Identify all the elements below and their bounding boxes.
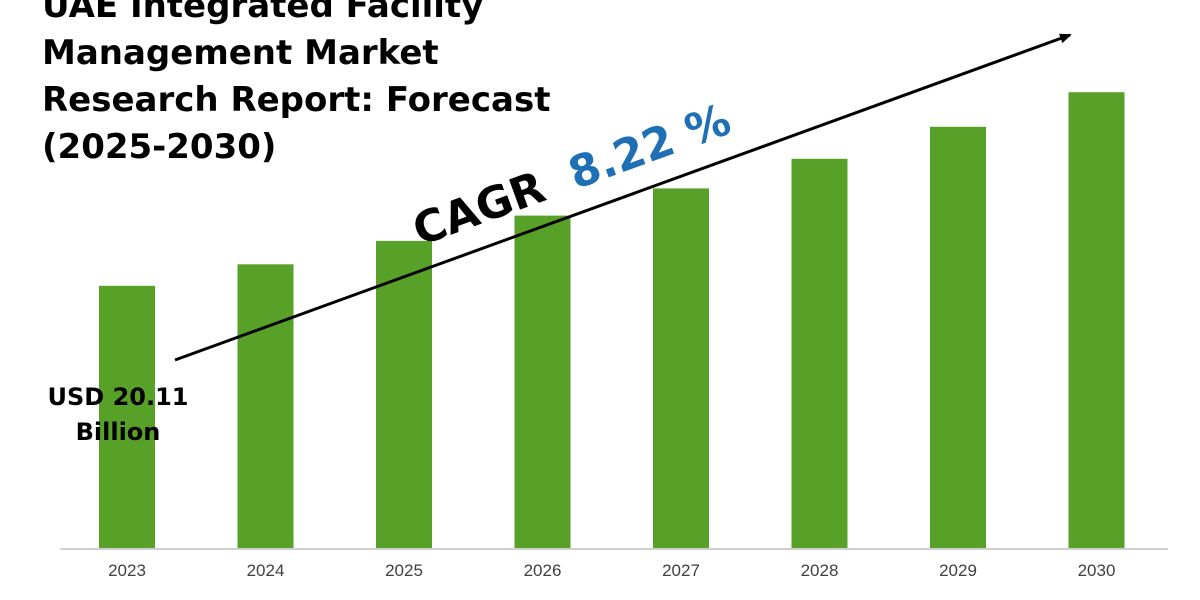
- tick-label-2029: 2029: [939, 561, 977, 580]
- bar-2030: [1068, 92, 1125, 548]
- start-value-label: USD 20.11 Billion: [48, 383, 189, 446]
- bar-2027: [653, 188, 709, 548]
- bar-2023: [99, 285, 155, 548]
- tick-label-2023: 2023: [108, 561, 146, 580]
- start-value-line-2: Billion: [76, 418, 161, 446]
- bar-2024: [237, 264, 294, 548]
- tick-label-2027: 2027: [662, 561, 700, 580]
- bar-2026: [514, 215, 571, 548]
- bar-2028: [791, 158, 848, 549]
- bar-2025: [376, 240, 432, 548]
- title-line-2: Management Market: [42, 33, 439, 73]
- cagr-value: 8.22 %: [562, 94, 737, 199]
- tick-label-2028: 2028: [801, 561, 839, 580]
- bar-series: [99, 92, 1125, 549]
- chart-title: UAE Integrated Facility Management Marke…: [42, 0, 550, 167]
- tick-label-2026: 2026: [524, 561, 562, 580]
- x-axis-tick-labels: 2023 2024 2025 2026 2027 2028 2029 2030: [108, 561, 1115, 580]
- title-line-4: (2025-2030): [42, 127, 276, 167]
- tick-label-2024: 2024: [247, 561, 285, 580]
- tick-label-2030: 2030: [1078, 561, 1116, 580]
- title-line-3: Research Report: Forecast: [42, 80, 550, 120]
- tick-label-2025: 2025: [385, 561, 423, 580]
- start-value-line-1: USD 20.11: [48, 383, 189, 411]
- growth-trend-arrow: [174, 33, 1072, 362]
- title-line-1: UAE Integrated Facility: [42, 0, 483, 26]
- bar-2029: [930, 126, 986, 549]
